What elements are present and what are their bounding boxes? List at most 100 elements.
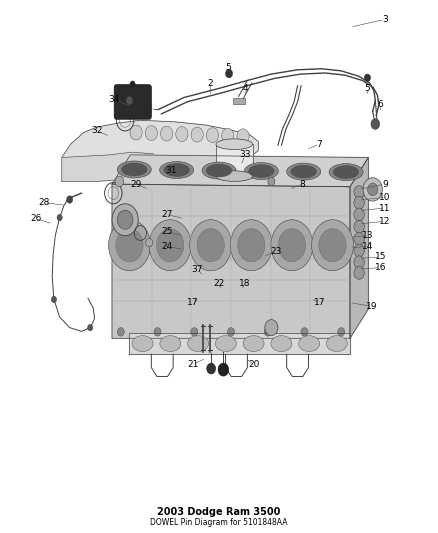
- Text: DOWEL Pin Diagram for 5101848AA: DOWEL Pin Diagram for 5101848AA: [150, 518, 288, 527]
- Text: 9: 9: [382, 180, 388, 189]
- Ellipse shape: [216, 139, 253, 150]
- Circle shape: [367, 183, 378, 196]
- Circle shape: [354, 220, 364, 233]
- Ellipse shape: [271, 336, 292, 352]
- Circle shape: [271, 220, 313, 271]
- Polygon shape: [130, 333, 350, 354]
- Bar: [233, 98, 245, 104]
- FancyBboxPatch shape: [114, 85, 151, 119]
- Circle shape: [57, 214, 62, 221]
- Ellipse shape: [216, 171, 253, 181]
- Circle shape: [207, 364, 215, 374]
- Circle shape: [265, 320, 278, 336]
- Circle shape: [319, 229, 346, 262]
- Ellipse shape: [132, 336, 153, 352]
- Ellipse shape: [329, 164, 363, 181]
- Circle shape: [160, 126, 173, 141]
- Circle shape: [191, 127, 203, 142]
- Circle shape: [88, 325, 93, 331]
- Text: 2: 2: [208, 78, 213, 87]
- Circle shape: [109, 220, 150, 271]
- Circle shape: [51, 296, 57, 303]
- Text: 5: 5: [225, 63, 231, 71]
- Text: 17: 17: [187, 298, 198, 307]
- Text: 33: 33: [240, 150, 251, 159]
- Text: 22: 22: [213, 279, 225, 288]
- Text: 2003 Dodge Ram 3500: 2003 Dodge Ram 3500: [157, 507, 281, 517]
- Circle shape: [230, 220, 272, 271]
- Circle shape: [354, 256, 364, 269]
- Circle shape: [354, 208, 364, 221]
- Ellipse shape: [160, 336, 181, 352]
- Circle shape: [301, 328, 308, 336]
- Circle shape: [126, 96, 133, 105]
- Circle shape: [354, 185, 364, 198]
- Circle shape: [237, 129, 249, 144]
- Circle shape: [363, 177, 382, 201]
- Circle shape: [354, 196, 364, 209]
- Ellipse shape: [326, 336, 347, 352]
- Text: 8: 8: [299, 180, 305, 189]
- Ellipse shape: [121, 163, 147, 176]
- Text: 14: 14: [362, 242, 373, 251]
- Ellipse shape: [299, 336, 320, 352]
- Ellipse shape: [291, 165, 317, 178]
- Circle shape: [190, 220, 232, 271]
- Polygon shape: [112, 155, 368, 187]
- Text: 3: 3: [382, 15, 388, 24]
- Circle shape: [146, 238, 152, 247]
- Circle shape: [117, 328, 124, 336]
- Ellipse shape: [287, 163, 321, 180]
- Text: 31: 31: [165, 166, 177, 175]
- Ellipse shape: [215, 336, 237, 352]
- Text: 34: 34: [109, 94, 120, 103]
- Circle shape: [112, 204, 138, 236]
- Text: 15: 15: [375, 253, 386, 261]
- Circle shape: [311, 220, 353, 271]
- Ellipse shape: [187, 336, 208, 352]
- Circle shape: [154, 328, 161, 336]
- Text: 18: 18: [240, 279, 251, 288]
- Text: 13: 13: [362, 231, 373, 240]
- Text: 6: 6: [378, 100, 383, 109]
- Circle shape: [354, 266, 364, 279]
- Ellipse shape: [243, 336, 264, 352]
- Text: 24: 24: [161, 242, 172, 251]
- Text: 4: 4: [242, 84, 248, 93]
- Polygon shape: [62, 152, 153, 181]
- Ellipse shape: [159, 161, 194, 179]
- Ellipse shape: [333, 166, 359, 179]
- Text: 17: 17: [314, 298, 325, 307]
- Circle shape: [116, 229, 143, 262]
- Circle shape: [238, 229, 265, 262]
- Ellipse shape: [202, 162, 236, 179]
- Text: 16: 16: [375, 263, 386, 272]
- Ellipse shape: [206, 164, 232, 177]
- Circle shape: [218, 364, 229, 376]
- Text: 10: 10: [379, 193, 391, 202]
- Text: 28: 28: [39, 198, 50, 207]
- Circle shape: [354, 244, 364, 257]
- Ellipse shape: [244, 163, 279, 180]
- Text: 19: 19: [366, 302, 378, 311]
- Circle shape: [227, 328, 234, 336]
- Text: 26: 26: [30, 214, 41, 223]
- Bar: [216, 144, 253, 176]
- Text: 27: 27: [161, 210, 172, 219]
- Circle shape: [130, 125, 142, 140]
- Circle shape: [191, 328, 198, 336]
- Circle shape: [264, 328, 271, 336]
- Text: 11: 11: [379, 204, 391, 213]
- Ellipse shape: [164, 164, 189, 176]
- Circle shape: [145, 126, 157, 141]
- Circle shape: [226, 69, 233, 78]
- Circle shape: [67, 196, 73, 203]
- Ellipse shape: [117, 161, 151, 178]
- Text: 21: 21: [187, 360, 198, 369]
- Circle shape: [364, 74, 371, 82]
- Circle shape: [130, 81, 135, 87]
- Circle shape: [156, 229, 184, 262]
- Circle shape: [149, 220, 191, 271]
- Text: 25: 25: [161, 228, 172, 237]
- Text: 7: 7: [317, 140, 322, 149]
